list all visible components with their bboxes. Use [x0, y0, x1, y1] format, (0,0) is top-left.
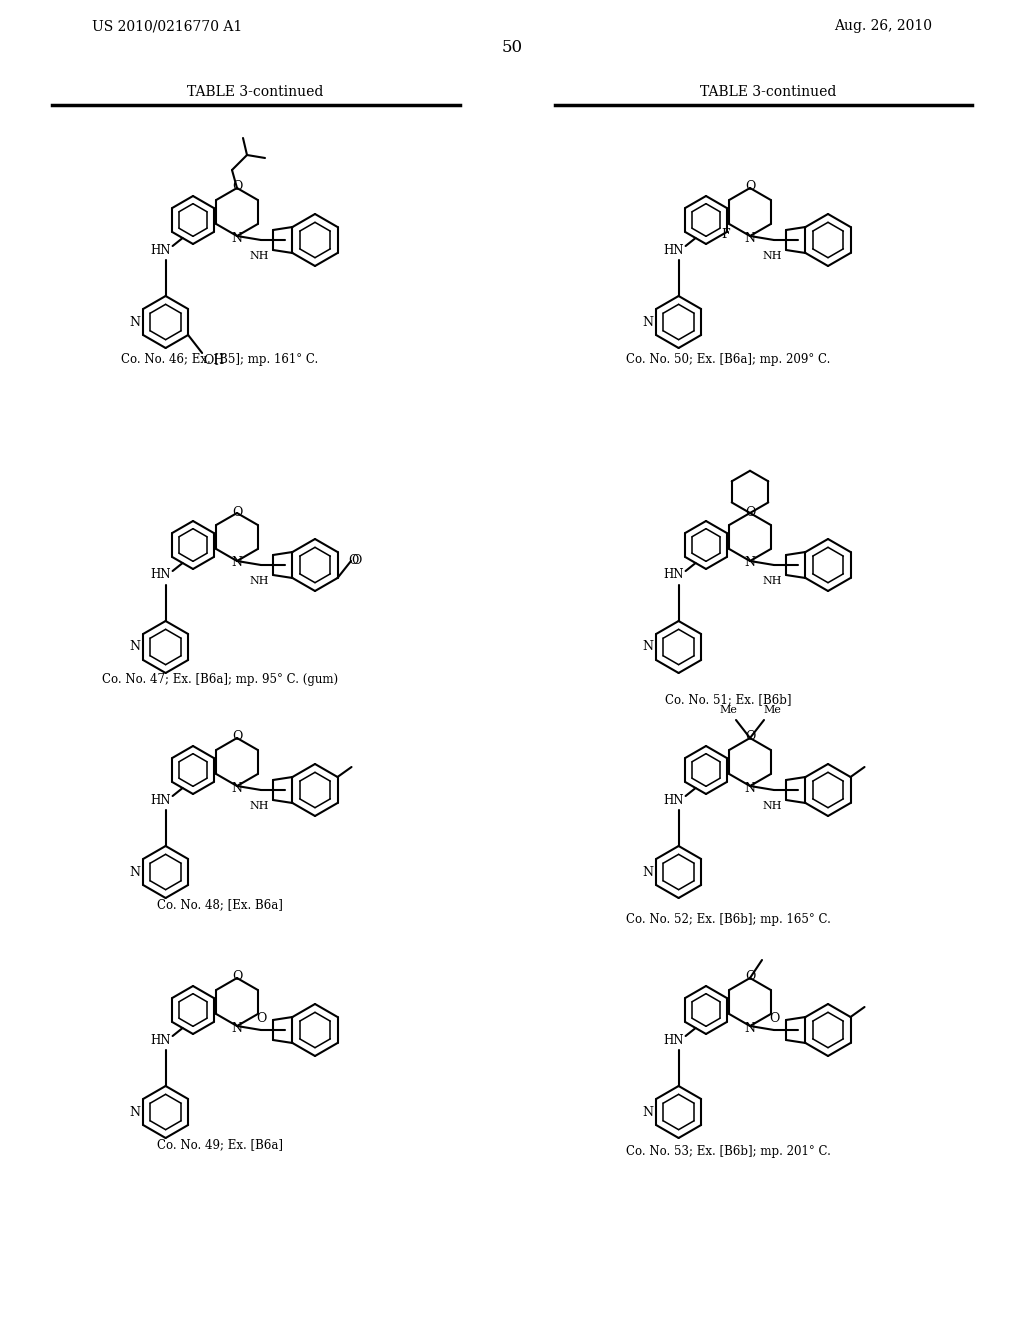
Text: NH: NH [249, 251, 268, 261]
Text: US 2010/0216770 A1: US 2010/0216770 A1 [92, 18, 243, 33]
Text: N: N [129, 1106, 140, 1118]
Text: HN: HN [151, 1034, 171, 1047]
Text: O: O [744, 506, 755, 519]
Text: N: N [231, 231, 243, 244]
Text: Co. No. 49; Ex. [B6a]: Co. No. 49; Ex. [B6a] [157, 1138, 283, 1151]
Text: O: O [231, 506, 243, 519]
Text: Co. No. 50; Ex. [B6a]; mp. 209° C.: Co. No. 50; Ex. [B6a]; mp. 209° C. [626, 354, 830, 367]
Text: N: N [129, 866, 140, 879]
Text: N: N [129, 640, 140, 653]
Text: NH: NH [762, 576, 781, 586]
Text: Co. No. 46; Ex. [B5]; mp. 161° C.: Co. No. 46; Ex. [B5]; mp. 161° C. [122, 354, 318, 367]
Text: N: N [744, 781, 756, 795]
Text: O: O [744, 181, 755, 194]
Text: TABLE 3-continued: TABLE 3-continued [699, 84, 837, 99]
Text: HN: HN [151, 569, 171, 582]
Text: O: O [769, 1011, 779, 1024]
Text: O: O [231, 181, 243, 194]
Text: N: N [744, 231, 756, 244]
Text: NH: NH [762, 251, 781, 261]
Text: Me: Me [719, 705, 737, 715]
Text: N: N [642, 315, 653, 329]
Text: TABLE 3-continued: TABLE 3-continued [186, 84, 324, 99]
Text: N: N [744, 557, 756, 569]
Text: F: F [722, 227, 730, 240]
Text: HN: HN [151, 793, 171, 807]
Text: HN: HN [151, 243, 171, 256]
Text: NH: NH [762, 801, 781, 810]
Text: N: N [129, 315, 140, 329]
Text: O: O [744, 970, 755, 983]
Text: Co. No. 47; Ex. [B6a]; mp. 95° C. (gum): Co. No. 47; Ex. [B6a]; mp. 95° C. (gum) [102, 673, 338, 686]
Text: NH: NH [249, 576, 268, 586]
Text: HN: HN [664, 569, 684, 582]
Text: NH: NH [249, 801, 268, 810]
Text: O: O [348, 554, 358, 568]
Text: Co. No. 51; Ex. [B6b]: Co. No. 51; Ex. [B6b] [665, 693, 792, 706]
Text: N: N [231, 781, 243, 795]
Text: O: O [256, 1011, 266, 1024]
Text: OH: OH [204, 355, 225, 367]
Text: N: N [642, 866, 653, 879]
Text: N: N [744, 1022, 756, 1035]
Text: HN: HN [664, 793, 684, 807]
Text: N: N [231, 1022, 243, 1035]
Text: N: N [231, 557, 243, 569]
Text: O: O [231, 730, 243, 743]
Text: Co. No. 53; Ex. [B6b]; mp. 201° C.: Co. No. 53; Ex. [B6b]; mp. 201° C. [626, 1146, 830, 1159]
Text: N: N [642, 1106, 653, 1118]
Text: O: O [351, 554, 361, 568]
Text: Aug. 26, 2010: Aug. 26, 2010 [834, 18, 932, 33]
Text: HN: HN [664, 1034, 684, 1047]
Text: O: O [744, 730, 755, 743]
Text: 50: 50 [502, 40, 522, 57]
Text: HN: HN [664, 243, 684, 256]
Text: O: O [231, 970, 243, 983]
Text: Me: Me [763, 705, 781, 715]
Text: Co. No. 48; [Ex. B6a]: Co. No. 48; [Ex. B6a] [157, 899, 283, 912]
Text: N: N [642, 640, 653, 653]
Text: Co. No. 52; Ex. [B6b]; mp. 165° C.: Co. No. 52; Ex. [B6b]; mp. 165° C. [626, 913, 830, 927]
